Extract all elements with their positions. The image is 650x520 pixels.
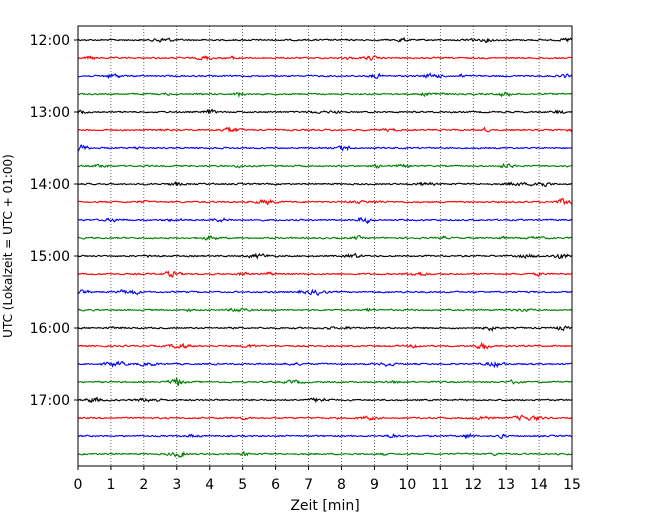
x-tick-label: 10: [398, 477, 416, 493]
trace-line: [77, 144, 573, 152]
trace-line: [77, 162, 573, 170]
y-axis-label: UTC (Lokalzeit = UTC + 01:00): [1, 154, 15, 338]
x-tick-label: 15: [563, 477, 581, 493]
x-tick-label: 6: [271, 477, 280, 493]
x-axis-label: Zeit [min]: [290, 498, 359, 514]
y-tick-label: 16:00: [30, 321, 70, 337]
x-tick-label: 7: [304, 477, 313, 493]
trace-line: [77, 181, 573, 188]
x-tick-label: 9: [370, 477, 379, 493]
trace-line: [77, 288, 573, 297]
x-tick-label: 4: [205, 477, 214, 493]
seismic-traces: [77, 36, 573, 459]
y-tick-label: 14:00: [30, 177, 70, 193]
trace-line: [77, 197, 573, 206]
x-tick-label: 5: [238, 477, 247, 493]
trace-line: [77, 234, 573, 241]
trace-line: [77, 432, 573, 440]
trace-line: [77, 108, 573, 115]
y-axis: 12:00 13:00 14:00 15:00 16:00 17:00: [30, 33, 78, 409]
trace-line: [77, 450, 573, 459]
y-tick-label: 17:00: [30, 393, 70, 409]
x-tick-label: 12: [464, 477, 482, 493]
x-tick-label: 8: [337, 477, 346, 493]
x-tick-label: 0: [74, 477, 83, 493]
y-tick-label: 12:00: [30, 33, 70, 49]
x-tick-label: 1: [106, 477, 115, 493]
trace-line: [77, 377, 573, 387]
y-tick-label: 15:00: [30, 249, 70, 265]
trace-line: [77, 54, 573, 61]
x-tick-label: 3: [172, 477, 181, 493]
trace-line: [77, 396, 573, 404]
y-tick-label: 13:00: [30, 105, 70, 121]
x-tick-label: 11: [431, 477, 449, 493]
trace-line: [77, 325, 573, 333]
trace-line: [77, 414, 573, 422]
grid-lines: [110, 26, 540, 466]
x-tick-label: 14: [530, 477, 548, 493]
x-tick-label: 13: [497, 477, 515, 493]
trace-line: [77, 216, 573, 225]
trace-line: [77, 360, 573, 369]
trace-line: [78, 126, 573, 133]
x-axis: 0 1 2 3 4 5 6 7 8 9 10 11 12 13 14 15: [74, 466, 581, 493]
trace-line: [77, 252, 573, 260]
trace-line: [77, 270, 573, 278]
trace-line: [77, 72, 573, 80]
plot-frame: [77, 25, 573, 467]
trace-line: [77, 91, 573, 99]
x-tick-label: 2: [139, 477, 148, 493]
trace-line: [77, 341, 573, 350]
trace-line: [77, 36, 573, 44]
trace-line: [77, 307, 573, 313]
